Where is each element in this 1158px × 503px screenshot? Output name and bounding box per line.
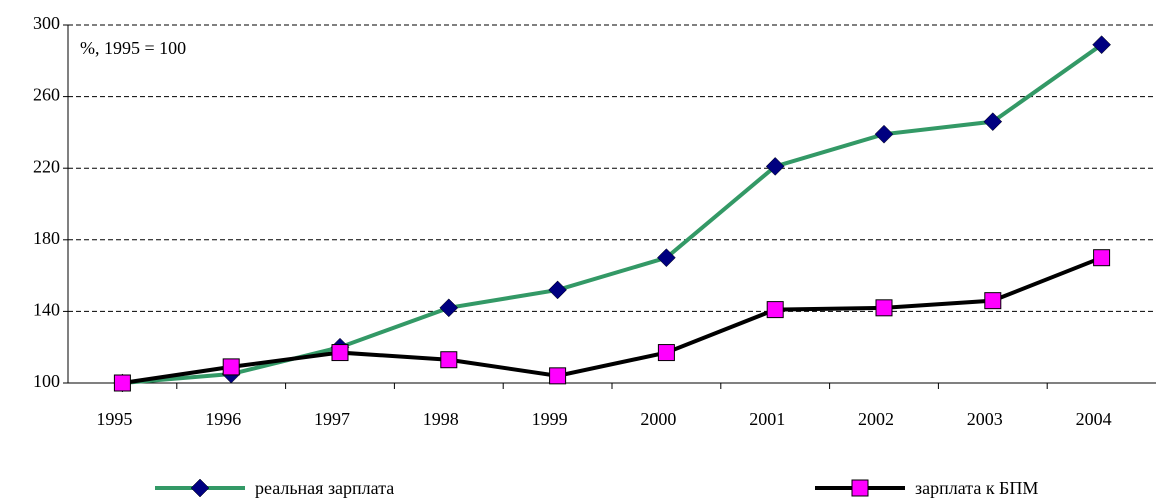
marker — [440, 351, 458, 369]
x-tick-label: 1999 — [532, 409, 568, 429]
marker — [874, 124, 894, 144]
marker — [113, 374, 131, 392]
marker — [331, 344, 349, 362]
series-line — [122, 43, 1103, 385]
marker — [875, 299, 893, 317]
marker — [439, 298, 459, 318]
marker — [1092, 35, 1111, 55]
x-tick-label: 2003 — [967, 409, 1003, 429]
marker — [657, 248, 676, 268]
y-tick-label: 300 — [33, 13, 60, 33]
y-tick-label: 140 — [33, 300, 60, 320]
x-tick-label: 1997 — [314, 409, 350, 429]
y-tick-label: 100 — [33, 371, 60, 391]
x-tick-label: 2000 — [640, 409, 676, 429]
x-tick-label: 1998 — [423, 409, 459, 429]
marker — [766, 301, 784, 319]
marker — [549, 367, 567, 385]
x-tick-label: 1995 — [96, 409, 132, 429]
marker — [1093, 249, 1111, 267]
y-tick-label: 260 — [33, 85, 60, 105]
marker — [222, 358, 240, 376]
x-tick-label: 2001 — [749, 409, 785, 429]
marker — [983, 112, 1003, 132]
x-tick-label: 2002 — [858, 409, 894, 429]
y-tick-label: 180 — [33, 228, 60, 248]
series-line — [122, 255, 1103, 385]
legend-marker — [190, 478, 210, 498]
legend-label: зарплата к БПМ — [915, 478, 1038, 498]
x-tick-label: 1996 — [205, 409, 241, 429]
annotation: %, 1995 = 100 — [80, 38, 186, 58]
y-tick-label: 220 — [33, 156, 60, 176]
marker — [548, 280, 567, 300]
marker — [657, 344, 675, 362]
marker — [765, 157, 785, 176]
x-tick-label: 2004 — [1076, 409, 1112, 429]
legend-label: реальная зарплата — [255, 478, 394, 498]
marker — [984, 292, 1002, 310]
legend-marker — [851, 479, 869, 497]
